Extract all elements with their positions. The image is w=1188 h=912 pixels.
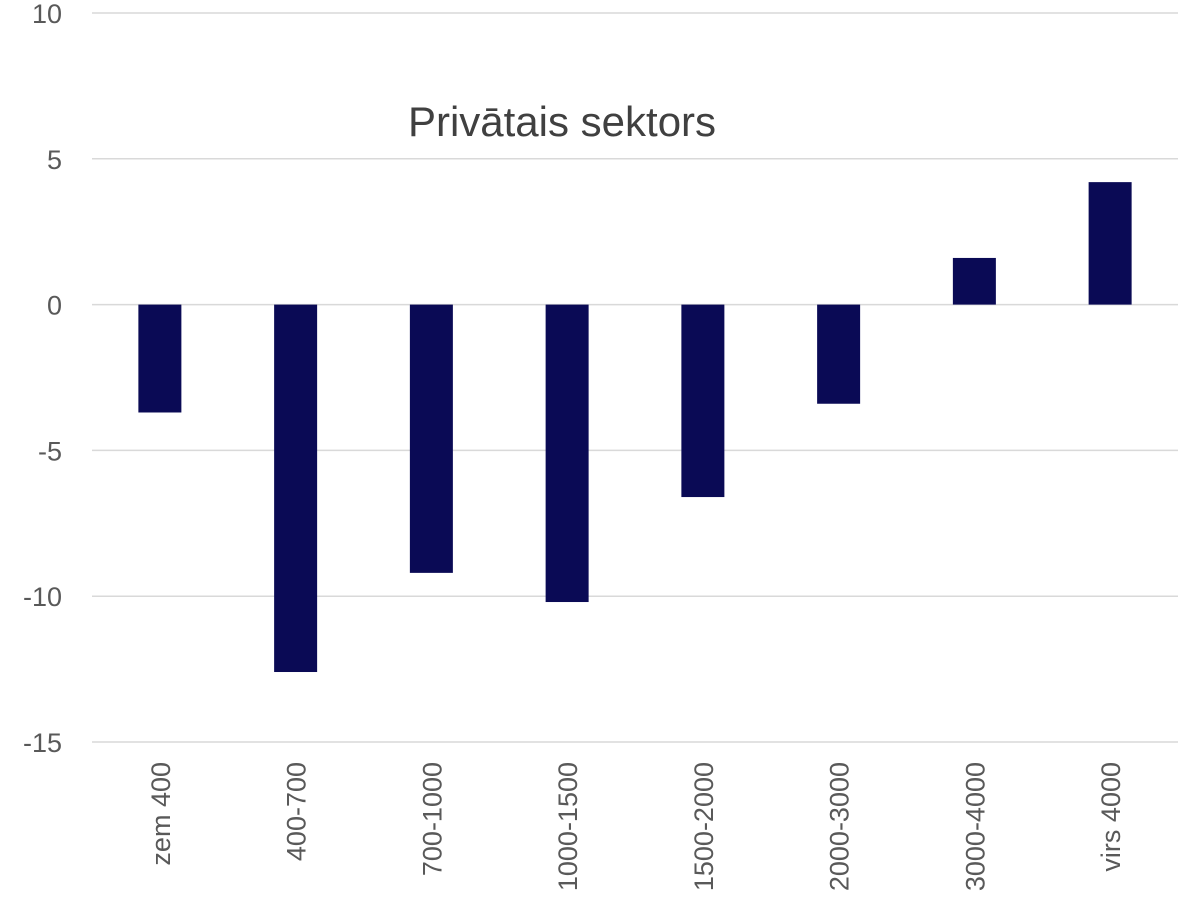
y-tick-label: 5 xyxy=(47,145,62,175)
bar xyxy=(545,304,589,603)
bar xyxy=(681,304,725,498)
bar xyxy=(138,304,182,413)
x-tick-label: 2000-3000 xyxy=(825,762,855,891)
x-tick-label: 1000-1500 xyxy=(553,762,583,891)
y-tick-label: -15 xyxy=(23,728,62,758)
y-axis-tick-labels: 10 5 0 -5 -10 -15 xyxy=(23,0,62,758)
chart-title: Privātais sektors xyxy=(408,98,716,145)
x-axis-tick-labels: zem 400 400-700 700-1000 1000-1500 1500-2000… xyxy=(146,762,1126,891)
x-tick-label: 700-1000 xyxy=(417,762,447,876)
gridlines xyxy=(92,12,1178,743)
y-tick-label: -10 xyxy=(23,582,62,612)
bar xyxy=(1088,182,1132,305)
y-tick-label: 10 xyxy=(32,0,62,29)
x-tick-label: virs 4000 xyxy=(1096,762,1126,872)
bar xyxy=(274,304,318,673)
bar xyxy=(409,304,453,573)
y-tick-label: -5 xyxy=(38,436,62,466)
x-tick-label: 1500-2000 xyxy=(689,762,719,891)
x-tick-label: 3000-4000 xyxy=(960,762,990,891)
bar xyxy=(817,304,861,404)
bars xyxy=(138,182,1132,673)
x-tick-label: zem 400 xyxy=(146,762,176,866)
bar xyxy=(952,257,996,305)
y-tick-label: 0 xyxy=(47,291,62,321)
x-tick-label: 400-700 xyxy=(282,762,312,861)
